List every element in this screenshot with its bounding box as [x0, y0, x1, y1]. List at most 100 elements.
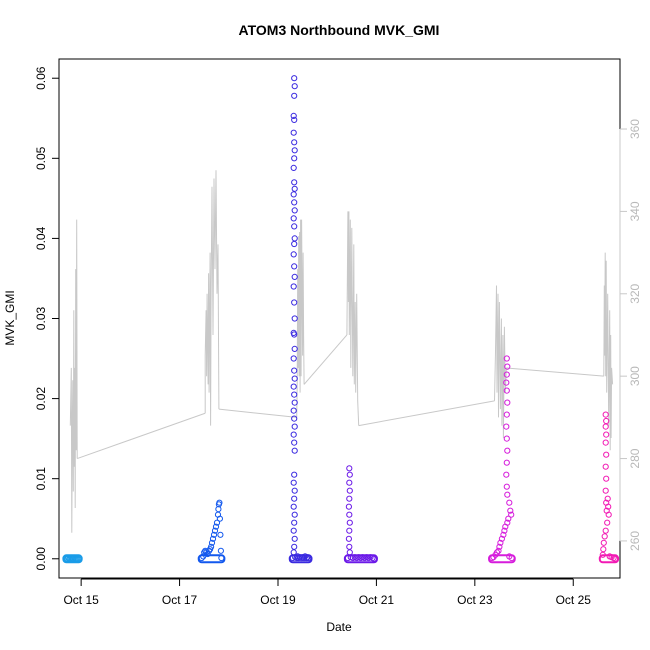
- y-tick-label: 0.04: [34, 226, 48, 250]
- point: [503, 423, 510, 430]
- point: [346, 479, 353, 486]
- point: [504, 491, 511, 498]
- y-axis: 0.00 0.01 0.02 0.03 0.04 0.05 0.06: [34, 66, 60, 571]
- point: [291, 471, 298, 478]
- y2-tick-label: 280: [628, 448, 642, 468]
- y-tick-label: 0.02: [34, 387, 48, 411]
- point: [346, 527, 353, 534]
- secondary-burst-0: [69, 219, 78, 533]
- point: [602, 527, 609, 534]
- point: [291, 235, 298, 242]
- y-tick-label: 0.01: [34, 467, 48, 491]
- point: [75, 555, 82, 562]
- point: [291, 199, 298, 206]
- point: [291, 519, 298, 526]
- point: [508, 554, 515, 562]
- point: [291, 299, 298, 306]
- x-axis-label: Date: [326, 620, 352, 634]
- point: [503, 459, 510, 466]
- point: [291, 399, 298, 406]
- y2-axis: 260 280 300 320 340 360: [619, 119, 642, 551]
- y-tick-label: 0.06: [34, 66, 48, 90]
- point: [291, 116, 298, 124]
- point: [506, 499, 513, 506]
- point: [208, 543, 215, 550]
- point: [612, 555, 619, 562]
- point: [291, 447, 298, 454]
- point: [498, 535, 505, 542]
- point: [291, 495, 298, 502]
- point: [290, 129, 297, 136]
- point: [503, 435, 510, 442]
- point: [508, 511, 515, 518]
- series-4-baseline-band: [488, 554, 516, 564]
- secondary-connector-2: [303, 334, 348, 385]
- secondary-connector-0: [77, 412, 206, 460]
- point: [291, 155, 298, 162]
- point: [291, 315, 298, 322]
- secondary-connector-3: [358, 400, 495, 427]
- point: [204, 550, 211, 558]
- y2-tick-label: 340: [628, 201, 642, 221]
- point: [603, 451, 610, 458]
- point: [216, 499, 223, 506]
- point: [290, 164, 297, 171]
- point: [345, 535, 352, 542]
- point: [602, 423, 609, 430]
- point: [600, 546, 607, 553]
- point: [604, 495, 611, 502]
- point: [346, 495, 353, 502]
- point: [602, 487, 609, 494]
- point: [291, 331, 298, 338]
- point: [213, 519, 221, 526]
- point: [291, 223, 298, 230]
- point: [291, 391, 298, 398]
- point: [603, 417, 610, 425]
- x-tick-label: Oct 23: [457, 593, 493, 607]
- point: [291, 487, 298, 494]
- point: [603, 475, 610, 482]
- x-tick-label: Oct 25: [556, 593, 592, 607]
- point: [291, 139, 298, 146]
- x-tick-label: Oct 21: [359, 593, 395, 607]
- y2-tick-label: 260: [628, 531, 642, 551]
- point: [291, 83, 298, 90]
- point: [218, 554, 225, 562]
- y-tick-label: 0.00: [34, 547, 48, 571]
- point: [290, 355, 297, 362]
- point: [291, 185, 298, 192]
- point: [602, 463, 609, 470]
- point: [209, 535, 217, 542]
- point: [504, 399, 511, 406]
- secondary-burst-5: [603, 252, 614, 451]
- series-0: [62, 554, 83, 564]
- x-tick-label: Oct 19: [260, 593, 296, 607]
- point: [216, 515, 223, 522]
- point: [600, 539, 607, 546]
- point: [605, 503, 612, 510]
- point: [503, 387, 510, 394]
- point: [290, 431, 297, 438]
- chart-title: ATOM3 Northbound MVK_GMI: [239, 22, 440, 38]
- point: [290, 527, 297, 534]
- point: [291, 415, 298, 422]
- point: [211, 527, 219, 534]
- point: [291, 375, 298, 382]
- point: [346, 543, 353, 550]
- point: [291, 367, 298, 374]
- point: [496, 543, 503, 550]
- secondary-burst-2: [296, 219, 305, 418]
- x-tick-label: Oct 15: [63, 593, 99, 607]
- point: [212, 523, 220, 530]
- secondary-burst-3: [346, 211, 360, 426]
- point: [291, 207, 298, 214]
- point: [503, 371, 510, 378]
- point: [291, 535, 298, 542]
- point: [604, 519, 611, 526]
- point: [346, 511, 353, 518]
- point: [290, 479, 297, 486]
- plot-frame: [58, 58, 621, 579]
- point: [603, 431, 610, 438]
- x-tick-label: Oct 17: [162, 593, 198, 607]
- secondary-burst-1: [204, 170, 220, 426]
